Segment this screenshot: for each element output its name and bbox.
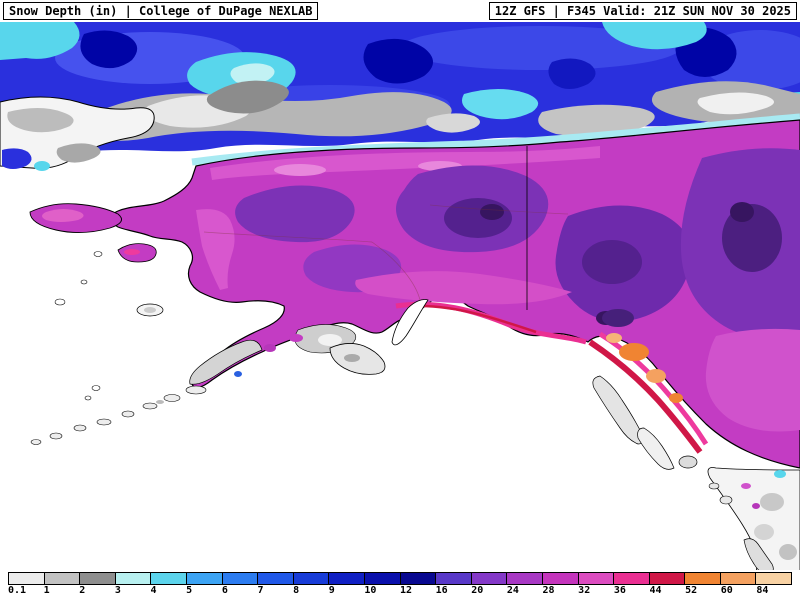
colorbar-segment-16 bbox=[436, 573, 472, 584]
colorbar-segment-32 bbox=[578, 573, 615, 584]
colorbar-segment-8 bbox=[293, 573, 330, 584]
bering-islands bbox=[29, 203, 164, 401]
colorbar-tick-4: 4 bbox=[150, 585, 157, 596]
colorbar-segment-7 bbox=[258, 573, 294, 584]
colorbar-tick-20: 20 bbox=[471, 585, 484, 596]
colorbar-tick-6: 6 bbox=[221, 585, 228, 596]
colorbar-segment-24 bbox=[507, 573, 543, 584]
colorbar-tick-44: 44 bbox=[649, 585, 662, 596]
sea-ice-band bbox=[85, 80, 800, 141]
aleutian-islands bbox=[30, 343, 386, 445]
colorbar: 0.1 1 2 3 4 5 6 7 8 9 10 12 16 20 24 28 32 36 44 52 60 84 bbox=[0, 570, 800, 600]
colorbar-segment-6 bbox=[222, 573, 259, 584]
colorbar-segment-9 bbox=[329, 573, 365, 584]
colorbar-tick-28: 28 bbox=[542, 585, 555, 596]
colorbar-segment-3 bbox=[115, 573, 152, 584]
colorbar-tick-12: 12 bbox=[400, 585, 413, 596]
colorbar-segment-10 bbox=[364, 573, 401, 584]
colorbar-tick-60: 60 bbox=[720, 585, 733, 596]
colorbar-tick-84: 84 bbox=[756, 585, 769, 596]
boundaries bbox=[203, 146, 569, 310]
colorbar-segment-52 bbox=[685, 573, 721, 584]
colorbar-tick-7: 7 bbox=[257, 585, 264, 596]
colorbar-segment-4 bbox=[151, 573, 187, 584]
snow-depth-shading bbox=[189, 146, 800, 454]
colorbar-segment-28 bbox=[542, 573, 579, 584]
product-title: Snow Depth (in) | College of DuPage NEXL… bbox=[3, 2, 319, 20]
colorbar-segment-1 bbox=[44, 573, 81, 584]
colorbar-segment-36 bbox=[614, 573, 650, 584]
colorbar-tick-3: 3 bbox=[114, 585, 121, 596]
bc-coast bbox=[707, 467, 800, 575]
colorbar-tick-5: 5 bbox=[186, 585, 193, 596]
model-valid-info: 12Z GFS | F345 Valid: 21Z SUN NOV 30 202… bbox=[488, 2, 797, 20]
colorbar-tick-52: 52 bbox=[685, 585, 698, 596]
colorbar-tick-36: 36 bbox=[613, 585, 626, 596]
colorbar-tick-9: 9 bbox=[328, 585, 335, 596]
colorbar-tick-10: 10 bbox=[364, 585, 377, 596]
panhandle-islands bbox=[592, 375, 698, 470]
colorbar-tick-2: 2 bbox=[79, 585, 86, 596]
title-bar: Snow Depth (in) | College of DuPage NEXL… bbox=[0, 0, 800, 22]
chukotka-peninsula bbox=[0, 96, 155, 171]
colorbar-segment-60 bbox=[720, 573, 757, 584]
colorbar-segment-20 bbox=[471, 573, 508, 584]
colorbar-segment-2 bbox=[80, 573, 116, 584]
colorbar-tick-32: 32 bbox=[578, 585, 591, 596]
colorbar-segment-12 bbox=[400, 573, 437, 584]
colorbar-segment-44 bbox=[649, 573, 686, 584]
colorbar-segment-5 bbox=[186, 573, 223, 584]
colorbar-tick-24: 24 bbox=[506, 585, 519, 596]
colorbar-segments bbox=[8, 572, 792, 585]
colorbar-tick-0.1: 0.1 bbox=[8, 585, 27, 596]
colorbar-tick-16: 16 bbox=[435, 585, 448, 596]
colorbar-segment-84 bbox=[756, 573, 792, 584]
colorbar-tick-8: 8 bbox=[293, 585, 300, 596]
colorbar-labels: 0.1 1 2 3 4 5 6 7 8 9 10 12 16 20 24 28 32 36 44 52 60 84 bbox=[8, 585, 792, 598]
colorbar-tick-1: 1 bbox=[43, 585, 50, 596]
colorbar-segment-0.1 bbox=[9, 573, 45, 584]
